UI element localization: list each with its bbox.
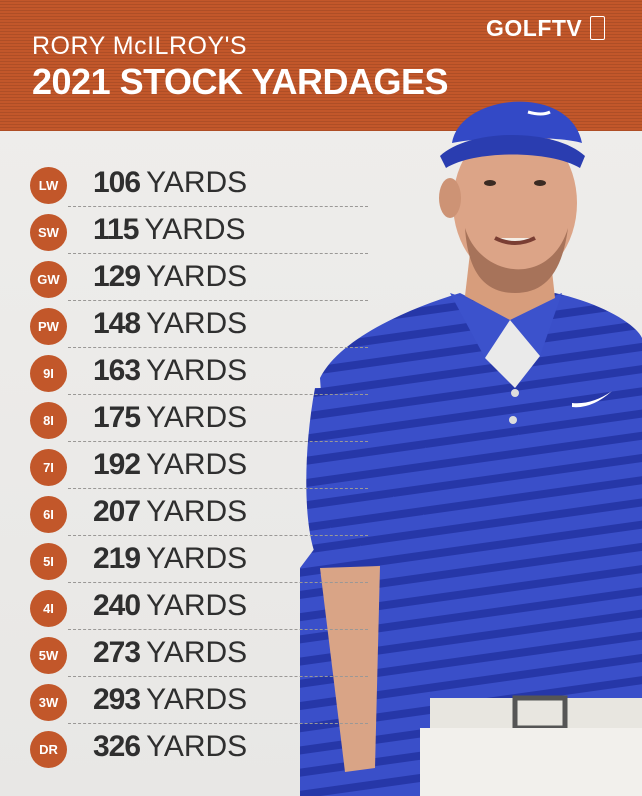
row-divider	[68, 723, 368, 724]
club-badge: DR	[30, 731, 67, 768]
yardage-row: DR 326 YARDS	[30, 724, 370, 768]
yardage-unit: YARDS	[146, 166, 248, 199]
yardage-unit: YARDS	[144, 213, 246, 246]
yardage-row: 8I 175 YARDS	[30, 395, 370, 442]
yardage-text: 115 YARDS	[93, 213, 246, 247]
yardage-text: 326 YARDS	[93, 730, 247, 764]
yardage-row: 6I 207 YARDS	[30, 489, 370, 536]
yardage-value: 115	[93, 213, 139, 246]
yardage-text: 163 YARDS	[93, 354, 247, 388]
yardage-text: 207 YARDS	[93, 495, 247, 529]
yardage-value: 240	[93, 589, 141, 622]
yardage-text: 175 YARDS	[93, 401, 247, 435]
yardage-text: 129 YARDS	[93, 260, 247, 294]
yardage-text: 240 YARDS	[93, 589, 247, 623]
club-badge: 6I	[30, 496, 67, 533]
yardage-value: 129	[93, 260, 141, 293]
yardage-row: LW 106 YARDS	[30, 160, 370, 207]
yardage-unit: YARDS	[146, 730, 248, 763]
yardage-text: 192 YARDS	[93, 448, 247, 482]
yardage-value: 106	[93, 166, 141, 199]
yardage-row: PW 148 YARDS	[30, 301, 370, 348]
title-line-2: 2021 STOCK YARDAGES	[32, 61, 449, 102]
yardage-row: 9I 163 YARDS	[30, 348, 370, 395]
club-badge: 3W	[30, 684, 67, 721]
title-line-1: RORY McILROY'S	[32, 32, 248, 60]
yardage-row: 5I 219 YARDS	[30, 536, 370, 583]
row-divider	[68, 206, 368, 207]
row-divider	[68, 300, 368, 301]
club-badge: SW	[30, 214, 67, 251]
yardage-unit: YARDS	[146, 307, 248, 340]
yardage-text: 148 YARDS	[93, 307, 247, 341]
yardage-text: 293 YARDS	[93, 683, 247, 717]
yardage-unit: YARDS	[146, 448, 248, 481]
yardage-unit: YARDS	[146, 589, 248, 622]
yardage-unit: YARDS	[146, 354, 248, 387]
yardage-row: 4I 240 YARDS	[30, 583, 370, 630]
club-badge: 5I	[30, 543, 67, 580]
yardage-row: 5W 273 YARDS	[30, 630, 370, 677]
yardage-text: 219 YARDS	[93, 542, 247, 576]
row-divider	[68, 347, 368, 348]
yardage-value: 273	[93, 636, 141, 669]
header-banner: RORY McILROY'S 2021 STOCK YARDAGES GOLFT…	[0, 0, 642, 131]
row-divider	[68, 582, 368, 583]
yardage-unit: YARDS	[146, 401, 248, 434]
row-divider	[68, 253, 368, 254]
yardage-unit: YARDS	[146, 542, 248, 575]
club-badge: 9I	[30, 355, 67, 392]
yardage-value: 148	[93, 307, 141, 340]
yardage-value: 207	[93, 495, 141, 528]
yardage-unit: YARDS	[146, 495, 248, 528]
row-divider	[68, 488, 368, 489]
yardage-unit: YARDS	[146, 260, 248, 293]
club-badge: GW	[30, 261, 67, 298]
club-badge: 8I	[30, 402, 67, 439]
brand-name: GOLFTV	[486, 14, 583, 41]
yardage-row: 7I 192 YARDS	[30, 442, 370, 489]
pga-tour-logo-icon	[590, 16, 606, 40]
yardage-value: 219	[93, 542, 141, 575]
yardage-row: 3W 293 YARDS	[30, 677, 370, 724]
row-divider	[68, 535, 368, 536]
yardage-row: SW 115 YARDS	[30, 207, 370, 254]
club-badge: 7I	[30, 449, 67, 486]
row-divider	[68, 676, 368, 677]
yardage-row: GW 129 YARDS	[30, 254, 370, 301]
player-photo	[300, 101, 642, 796]
club-badge: 4I	[30, 590, 67, 627]
row-divider	[68, 629, 368, 630]
row-divider	[68, 441, 368, 442]
yardage-text: 273 YARDS	[93, 636, 247, 670]
club-badge: PW	[30, 308, 67, 345]
golftv-logo: GOLFTV	[486, 14, 606, 42]
yardage-unit: YARDS	[146, 636, 248, 669]
yardage-text: 106 YARDS	[93, 166, 247, 200]
yardage-value: 175	[93, 401, 141, 434]
yardage-unit: YARDS	[146, 683, 248, 716]
yardage-value: 293	[93, 683, 141, 716]
yardage-value: 326	[93, 730, 141, 763]
yardage-value: 163	[93, 354, 141, 387]
yardage-value: 192	[93, 448, 141, 481]
row-divider	[68, 394, 368, 395]
club-badge: LW	[30, 167, 67, 204]
club-badge: 5W	[30, 637, 67, 674]
